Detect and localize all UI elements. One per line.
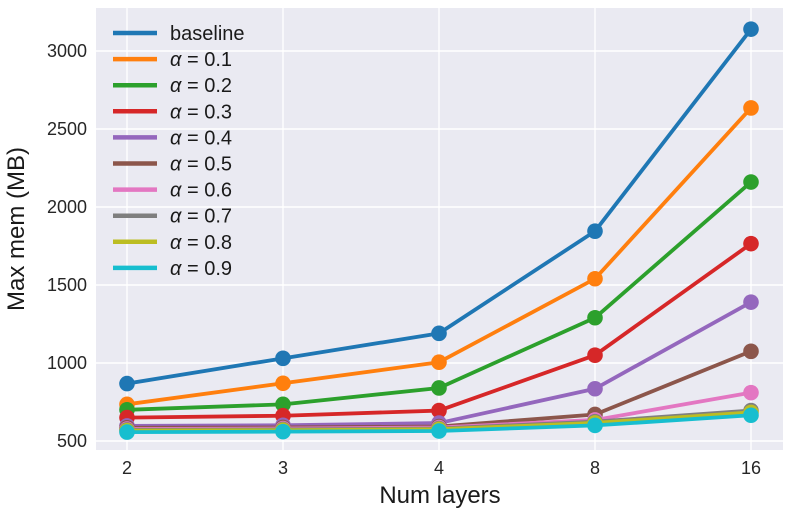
data-point: [587, 417, 603, 434]
x-tick-label: 16: [741, 458, 761, 478]
data-point: [587, 380, 603, 397]
x-tick-label: 2: [122, 458, 132, 478]
data-point: [743, 100, 759, 116]
data-point: [119, 375, 135, 392]
legend-label: α = 0.9: [170, 258, 232, 280]
data-point: [275, 375, 291, 392]
y-axis-label: Max mem (MB): [3, 147, 30, 311]
data-point: [431, 380, 447, 396]
y-tick-label: 500: [57, 431, 87, 451]
y-tick-label: 3000: [47, 41, 87, 61]
data-point: [431, 423, 447, 439]
data-point: [743, 294, 759, 310]
data-point: [431, 325, 447, 342]
legend-label: α = 0.3: [170, 101, 232, 123]
data-point: [743, 174, 759, 190]
data-point: [743, 343, 759, 360]
legend-label: α = 0.2: [170, 75, 232, 97]
legend-entry: α = 0.3: [113, 101, 232, 123]
legend-label: α = 0.8: [170, 232, 232, 254]
data-point: [743, 407, 759, 424]
data-point: [431, 402, 447, 419]
legend-entry: α = 0.2: [113, 75, 232, 97]
y-tick-label: 1000: [47, 353, 87, 373]
legend-entry: α = 0.9: [113, 258, 232, 280]
legend-label: α = 0.7: [170, 206, 232, 228]
data-point: [587, 223, 603, 239]
legend-entry: α = 0.1: [113, 49, 232, 71]
data-point: [431, 354, 447, 371]
data-series: [119, 21, 759, 440]
data-point: [119, 424, 135, 440]
axis-ticks: 500 1000 1500 2000 2500 3000 2 3 4 8 16: [47, 41, 761, 478]
y-tick-label: 1500: [47, 275, 87, 295]
legend: baseline α = 0.1 α = 0.2 α = 0.3 α = 0.4 α = …: [113, 23, 245, 280]
data-point: [275, 396, 291, 413]
legend-entry: baseline: [113, 23, 245, 45]
legend-entry: α = 0.4: [113, 127, 232, 149]
legend-entry: α = 0.6: [113, 180, 232, 202]
data-point: [587, 347, 603, 364]
data-point: [743, 21, 759, 37]
x-tick-label: 8: [590, 458, 600, 478]
x-tick-label: 4: [434, 458, 444, 478]
legend-label: α = 0.5: [170, 154, 232, 176]
legend-label: baseline: [170, 23, 245, 45]
legend-label: α = 0.4: [170, 127, 232, 149]
data-point: [743, 235, 759, 252]
data-point: [275, 423, 291, 440]
data-point: [275, 350, 291, 367]
x-axis-label: Num layers: [379, 482, 500, 509]
y-tick-label: 2500: [47, 119, 87, 139]
data-point: [743, 384, 759, 401]
legend-entry: α = 0.7: [113, 206, 232, 228]
legend-label: α = 0.1: [170, 49, 232, 71]
data-point: [587, 309, 603, 326]
x-tick-label: 3: [278, 458, 288, 478]
legend-entry: α = 0.8: [113, 232, 232, 254]
y-tick-label: 2000: [47, 197, 87, 217]
legend-entry: α = 0.5: [113, 154, 232, 176]
data-point: [587, 270, 603, 287]
legend-label: α = 0.6: [170, 180, 232, 202]
